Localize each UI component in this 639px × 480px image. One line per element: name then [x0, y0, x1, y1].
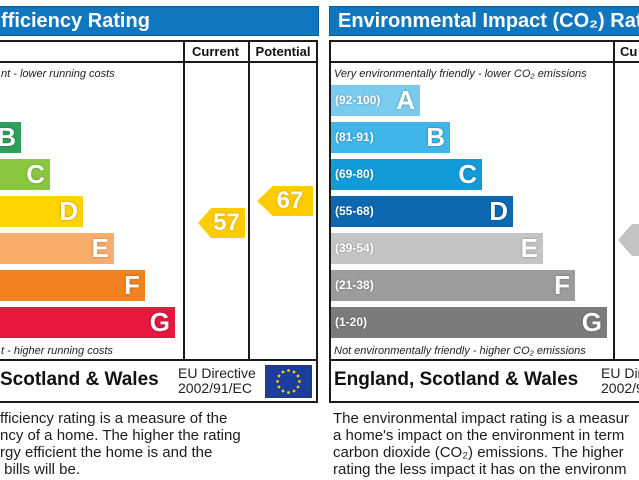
- right-eu-directive-line2: 2002/91/EC: [601, 380, 639, 396]
- co2-band-a-letter: A: [396, 85, 415, 115]
- left-description-line-2: ncy of a home. The higher the rating: [0, 427, 241, 444]
- left-eu-directive-line2: 2002/91/EC: [178, 380, 252, 396]
- energy-rating-title-bar: fficiency Rating: [0, 6, 319, 36]
- left-header-divider: [0, 61, 318, 63]
- right-table-bottom-border: [329, 401, 639, 403]
- right-description-line-1: The environmental impact rating is a mea…: [333, 410, 629, 427]
- energy-band-f: F: [0, 270, 145, 301]
- energy-band-e: E: [0, 233, 114, 264]
- right-bottom-note: Not environmentally friendly - higher CO…: [334, 345, 586, 357]
- co2-band-c: (69-80) C: [331, 159, 482, 190]
- left-description-line-3: rgy efficient the home is and the: [0, 444, 213, 461]
- co2-band-b-letter: B: [426, 122, 445, 152]
- energy-rating-title: fficiency Rating: [1, 10, 150, 32]
- right-description-line-4: rating the less impact it has on the env…: [333, 461, 627, 478]
- left-bottom-note: t - higher running costs: [1, 345, 113, 357]
- energy-band-d: D: [0, 196, 83, 227]
- co2-band-d-range: (55-68): [335, 204, 374, 218]
- left-footer-region: Scotland & Wales: [0, 369, 159, 390]
- co2-band-g-letter: G: [581, 307, 602, 337]
- energy-band-c-letter: C: [26, 159, 45, 189]
- left-footer-divider: [0, 359, 318, 361]
- co2-band-a: (92-100) A: [331, 85, 420, 116]
- right-current-column-divider: [613, 40, 615, 361]
- co2-band-g: (1-20) G: [331, 307, 607, 338]
- co2-band-g-range: (1-20): [335, 315, 368, 329]
- energy-band-b: B: [0, 122, 21, 153]
- left-eu-directive-line1: EU Directive: [178, 365, 256, 381]
- energy-current-value: 57: [213, 209, 240, 236]
- energy-band-g: G: [0, 307, 175, 338]
- right-table-left-border: [329, 40, 331, 403]
- left-top-note: nt - lower running costs: [1, 68, 115, 80]
- left-current-column-header: Current: [192, 44, 239, 59]
- energy-band-e-letter: E: [91, 233, 109, 263]
- left-description-line-1: fficiency rating is a measure of the: [0, 410, 228, 427]
- co2-band-f-letter: F: [554, 270, 570, 300]
- energy-potential-value: 67: [276, 187, 304, 214]
- energy-band-g-letter: G: [149, 307, 170, 337]
- co2-band-e-range: (39-54): [335, 241, 374, 255]
- co2-band-c-range: (69-80): [335, 167, 374, 181]
- co2-band-e: (39-54) E: [331, 233, 543, 264]
- co2-band-a-range: (92-100): [335, 93, 381, 107]
- energy-band-f-letter: F: [124, 270, 140, 300]
- right-description-line-2: a home's impact on the environment in te…: [333, 427, 625, 444]
- left-table-right-border: [316, 40, 318, 403]
- energy-current-arrow: 57: [198, 208, 245, 238]
- left-table-bottom-border: [0, 401, 318, 403]
- right-table-top-border: [329, 40, 639, 42]
- co2-band-b-range: (81-91): [335, 130, 374, 144]
- co2-band-d-letter: D: [489, 196, 508, 226]
- left-table-top-border: [0, 40, 318, 42]
- right-eu-directive-line1: EU Directive: [601, 365, 639, 381]
- left-current-column-divider: [183, 40, 185, 361]
- left-description-line-4: bills will be.: [0, 461, 81, 478]
- co2-band-b: (81-91) B: [331, 122, 450, 153]
- co2-band-e-letter: E: [520, 233, 538, 263]
- co2-rating-title-bar: Environmental Impact (CO₂) Rat: [329, 6, 639, 36]
- eu-flag-icon: [264, 364, 313, 399]
- co2-band-f: (21-38) F: [331, 270, 575, 301]
- right-footer-divider: [329, 359, 639, 361]
- co2-band-f-range: (21-38): [335, 278, 374, 292]
- right-top-note: Very environmentally friendly - lower CO…: [334, 68, 587, 80]
- right-footer-region: England, Scotland & Wales: [334, 369, 579, 390]
- energy-potential-arrow: 67: [257, 186, 313, 216]
- co2-rating-title: Environmental Impact (CO₂) Rat: [338, 10, 639, 32]
- co2-band-c-letter: C: [458, 159, 477, 189]
- energy-band-d-letter: D: [59, 196, 78, 226]
- co2-band-d: (55-68) D: [331, 196, 513, 227]
- energy-band-c: C: [0, 159, 50, 190]
- right-header-divider: [329, 61, 639, 63]
- left-potential-column-header: Potential: [255, 44, 311, 59]
- left-potential-column-divider: [248, 40, 250, 361]
- co2-current-arrow: [618, 224, 639, 256]
- right-description-line-3: carbon dioxide (CO₂) emissions. The high…: [333, 444, 624, 461]
- energy-band-b-letter: B: [0, 122, 16, 152]
- right-current-column-header: Cu: [620, 44, 638, 59]
